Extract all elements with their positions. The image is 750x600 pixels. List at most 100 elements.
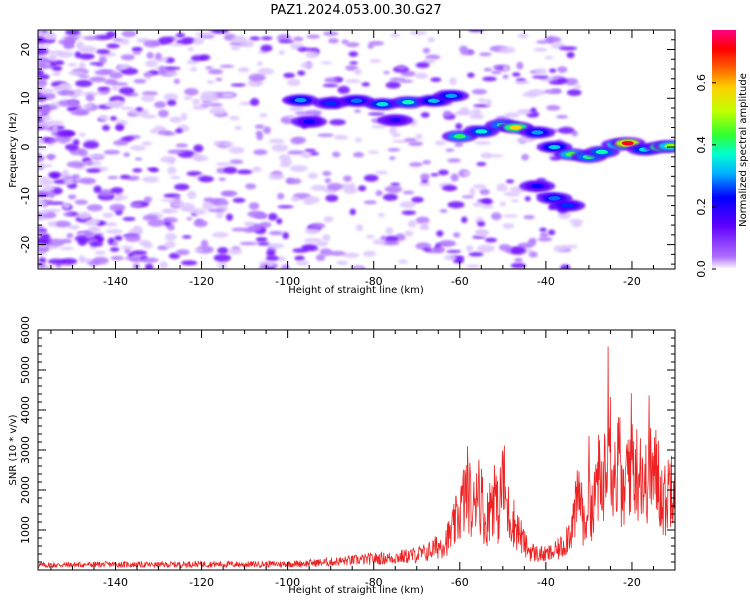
noise-blob [160,156,177,163]
noise-blob [60,258,78,265]
noise-blob [265,266,275,269]
noise-blob [215,77,223,82]
noise-blob [472,235,486,239]
noise-blob [483,67,493,72]
noise-blob [484,98,492,107]
noise-blob [371,125,387,129]
noise-blob [42,185,56,192]
noise-blob [534,68,548,75]
noise-blob [38,121,54,127]
noise-blob [278,40,295,44]
noise-blob [548,80,565,85]
noise-blob [207,69,224,75]
noise-blob [404,138,417,142]
noise-blob [209,107,226,116]
noise-blob [63,179,75,185]
noise-blob [466,245,474,252]
noise-blob [198,175,214,183]
snr-background [38,330,675,570]
colorbar-tick-label: 0.2 [695,198,708,216]
noise-blob [62,169,69,176]
noise-blob [228,146,245,154]
feature-core [324,100,337,106]
noise-blob [66,106,78,112]
colorbar-tick-label: 0.0 [695,260,708,278]
noise-blob [423,57,436,64]
noise-blob [543,89,562,94]
noise-blob [375,170,388,175]
noise-blob [514,80,530,85]
noise-blob [218,177,226,182]
noise-blob [47,154,55,161]
x-tick-label: -120 [189,275,214,288]
noise-blob [169,43,184,47]
feature-core [509,125,522,130]
noise-blob [38,178,53,186]
noise-blob [67,194,77,200]
noise-blob [402,190,415,195]
noise-blob [109,203,126,212]
x-tick-label: -20 [623,275,641,288]
noise-blob [175,143,189,148]
noise-blob [38,257,47,264]
noise-blob [111,241,119,247]
feature-core [531,183,544,189]
noise-blob [387,148,401,152]
noise-blob [385,81,401,89]
noise-blob [558,126,575,134]
noise-blob [286,178,302,185]
noise-blob [502,74,509,79]
noise-blob [476,162,487,167]
noise-blob [420,112,430,118]
noise-blob [145,60,158,68]
noise-blob [315,240,329,247]
noise-blob [454,142,464,147]
noise-blob [193,144,204,153]
noise-blob [512,72,521,77]
noise-blob [249,36,261,41]
noise-blob [213,141,222,146]
noise-blob [516,108,534,115]
noise-blob [144,263,154,269]
noise-blob [120,67,139,75]
noise-blob [211,30,229,34]
noise-blob [447,158,462,163]
noise-blob [75,79,93,88]
noise-blob [82,91,99,97]
noise-blob [187,190,197,199]
noise-blob [434,140,446,146]
noise-blob [415,133,423,140]
noise-blob [329,119,346,126]
noise-blob [98,56,107,65]
noise-blob [54,220,72,228]
noise-blob [74,235,88,242]
y-tick-label: 2000 [19,476,32,504]
noise-blob [40,88,55,93]
x-tick-label: -40 [537,275,555,288]
noise-blob [159,261,169,269]
noise-blob [155,52,162,60]
noise-blob [215,210,224,219]
noise-blob [105,222,118,227]
heatmap-x-ticks: -140 -120 -100 -80 -60 -40 -20 [50,30,676,288]
noise-blob [47,258,66,265]
noise-blob [455,257,464,261]
noise-blob [268,243,285,249]
noise-blob [480,152,492,159]
noise-blob [297,70,306,76]
noise-blob [442,185,458,192]
noise-blob [114,235,123,241]
noise-blob [124,234,141,243]
noise-blob [409,30,428,36]
noise-blob [130,145,147,151]
noise-blob [78,132,86,137]
y-tick-label: 10 [19,91,32,105]
noise-blob [40,209,49,215]
noise-blob [59,246,75,251]
noise-blob [158,65,166,74]
noise-blob [112,140,129,146]
noise-blob [111,85,119,91]
noise-blob [132,225,143,234]
noise-blob [190,55,206,62]
noise-blob [248,73,266,82]
